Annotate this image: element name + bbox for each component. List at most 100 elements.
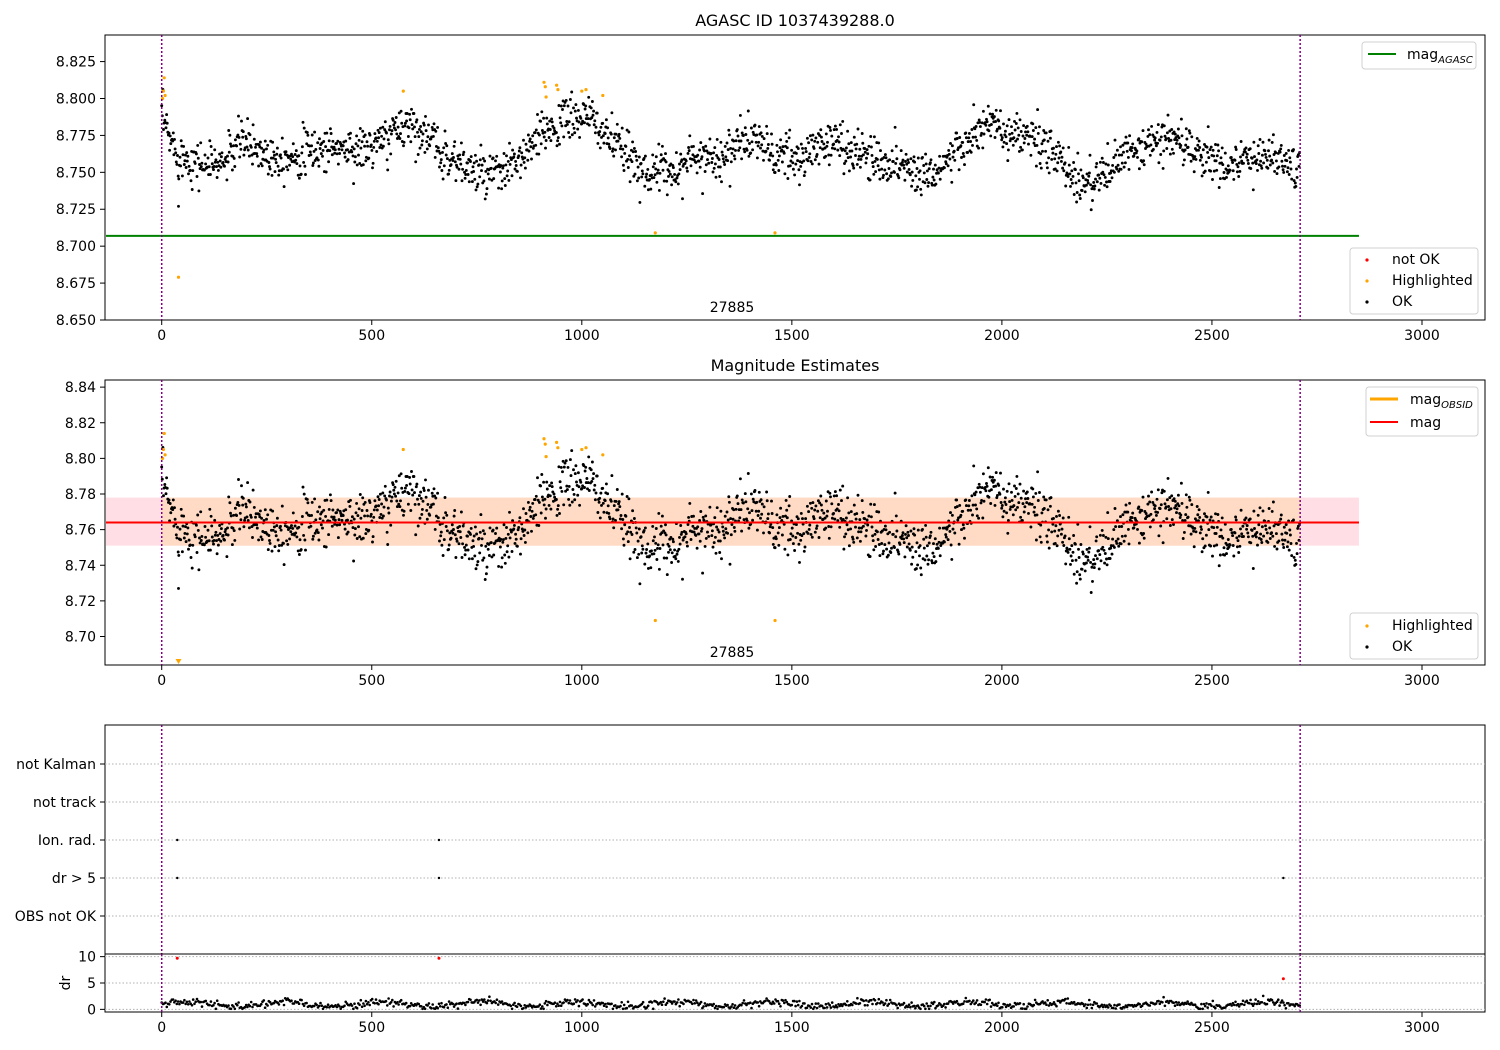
ok-point <box>1018 482 1022 486</box>
dr-point <box>262 999 266 1002</box>
ok-point <box>748 511 751 515</box>
ok-point <box>958 503 962 507</box>
flag-point <box>176 838 179 842</box>
ok-point <box>825 144 829 148</box>
ok-point <box>313 130 317 134</box>
ok-point <box>775 513 779 517</box>
ok-point <box>1095 180 1099 184</box>
ok-point <box>829 525 833 529</box>
ok-point <box>790 148 794 152</box>
dr-point <box>268 1000 272 1004</box>
ok-point <box>890 149 894 153</box>
ok-point <box>196 528 200 532</box>
ok-point <box>452 144 456 148</box>
dr-point <box>1012 1005 1015 1008</box>
ok-point <box>459 510 463 514</box>
dr-point <box>554 1005 558 1008</box>
ok-point <box>751 497 755 501</box>
ok-point <box>1132 526 1136 530</box>
ok-point <box>536 498 540 502</box>
ok-point <box>1208 148 1212 152</box>
ok-point <box>788 495 792 498</box>
ok-point <box>986 466 990 470</box>
ok-point <box>265 517 268 521</box>
ok-point <box>828 491 832 495</box>
ok-point <box>783 172 787 176</box>
ok-point <box>504 536 508 540</box>
ok-point <box>579 480 583 484</box>
ok-point <box>461 524 465 528</box>
dr-point <box>367 1001 370 1004</box>
ok-point <box>1262 534 1266 538</box>
ok-point <box>1240 532 1244 536</box>
ok-point <box>1063 161 1067 165</box>
dr-point <box>1241 999 1245 1003</box>
ok-point <box>759 146 762 150</box>
ok-point <box>179 164 183 168</box>
ok-point <box>172 524 176 528</box>
ok-point <box>610 474 614 478</box>
ok-point <box>487 177 491 181</box>
ok-point <box>1034 491 1038 495</box>
ok-point <box>1088 153 1092 157</box>
ok-point <box>732 154 736 158</box>
ok-point <box>449 536 453 540</box>
dr-point <box>817 1002 820 1005</box>
ok-point <box>743 150 747 154</box>
ok-point <box>1002 487 1005 491</box>
ok-point <box>207 539 211 543</box>
ok-point <box>651 524 655 528</box>
ok-point <box>271 156 275 160</box>
x-tick-label: 1500 <box>774 673 810 689</box>
ok-point <box>397 474 401 478</box>
ok-point <box>391 118 395 122</box>
y-tick-label: 8.82 <box>65 416 96 432</box>
ok-point <box>640 544 644 548</box>
ok-point <box>870 153 874 157</box>
ok-point <box>741 134 745 137</box>
ok-point <box>798 183 801 187</box>
ok-point <box>1020 518 1024 522</box>
ok-point <box>791 161 795 165</box>
ok-point <box>405 119 409 123</box>
ok-point <box>1128 134 1132 138</box>
dr-point <box>885 998 888 1002</box>
ok-point <box>813 158 817 162</box>
ok-point <box>867 144 871 148</box>
ok-point <box>771 168 775 172</box>
ok-point <box>202 168 206 172</box>
ok-point <box>1200 174 1204 178</box>
ok-point <box>1234 145 1238 149</box>
ok-point <box>687 149 691 153</box>
ok-point <box>1035 143 1039 147</box>
ok-point <box>421 132 425 136</box>
ok-point <box>1090 187 1094 191</box>
ok-point <box>1021 134 1025 138</box>
ok-point <box>626 530 630 534</box>
ok-point <box>675 176 679 180</box>
ok-point <box>743 492 747 496</box>
ok-point <box>601 134 605 138</box>
ok-point <box>397 111 401 115</box>
ok-point <box>673 548 677 552</box>
dr-point <box>1052 1001 1056 1004</box>
ok-point <box>626 157 630 161</box>
ok-point <box>237 114 240 118</box>
ok-point <box>643 184 647 188</box>
ok-point <box>252 137 256 141</box>
ok-point <box>549 139 553 143</box>
ok-point <box>202 543 206 547</box>
ok-point <box>813 508 817 512</box>
ok-point <box>664 152 667 156</box>
dr-point <box>476 1001 480 1004</box>
ok-point <box>801 146 804 150</box>
ok-point <box>1296 526 1300 530</box>
ok-point <box>233 538 237 542</box>
ok-point <box>1197 148 1200 152</box>
ok-point <box>967 136 971 140</box>
ok-point <box>751 518 755 522</box>
ok-point <box>245 145 249 149</box>
dr-point <box>358 1003 361 1007</box>
ok-point <box>829 495 832 499</box>
ok-point <box>517 149 521 153</box>
